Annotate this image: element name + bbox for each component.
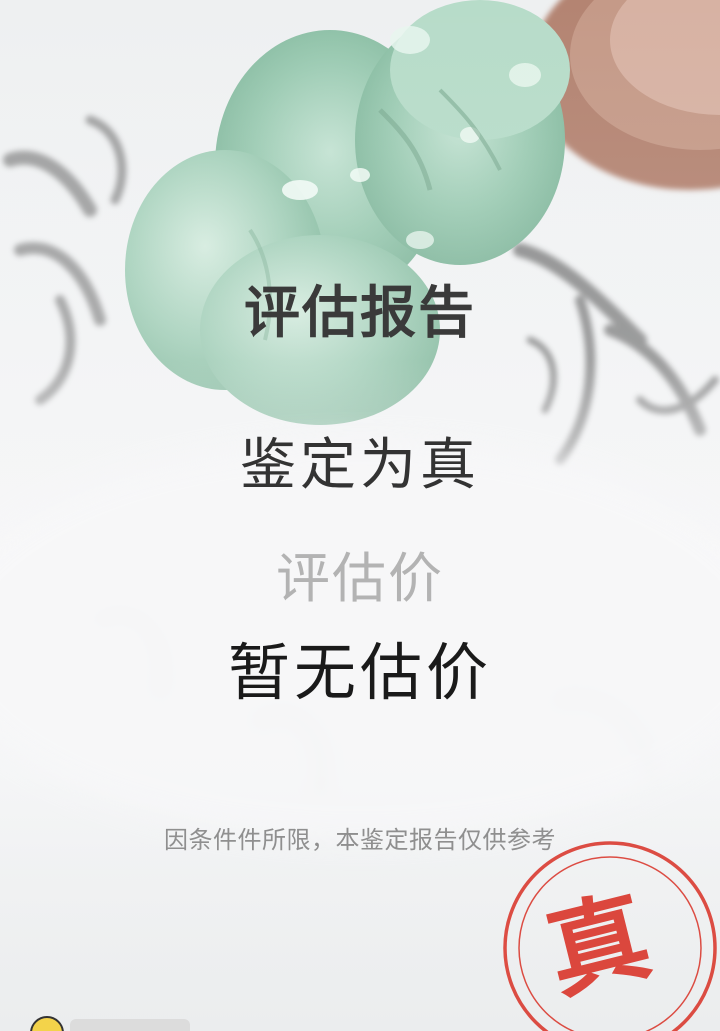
disclaimer-text: 因条件件所限，本鉴定报告仅供参考 bbox=[164, 826, 556, 854]
appraisal-result: 鉴定为真 bbox=[240, 433, 480, 498]
report-title: 评估报告 bbox=[244, 281, 476, 346]
price-value: 暂无估价 bbox=[227, 636, 492, 709]
price-label: 评估价 bbox=[276, 547, 444, 610]
bottom-bar bbox=[70, 1019, 190, 1031]
